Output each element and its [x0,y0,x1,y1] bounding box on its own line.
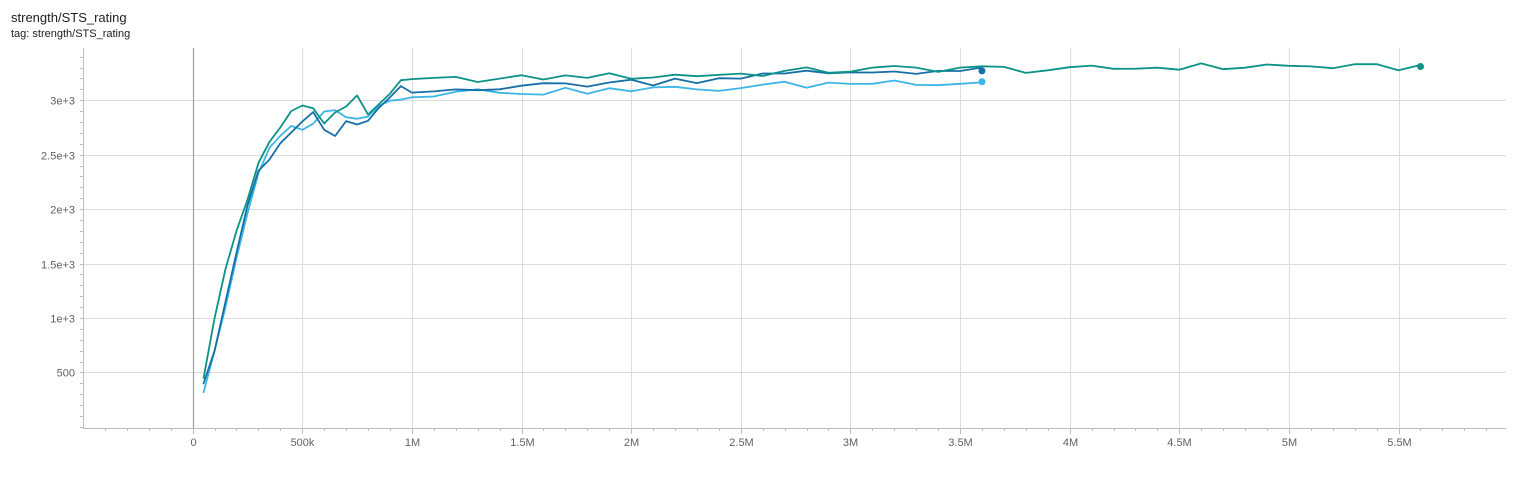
x-tick-label: 5M [1282,437,1297,449]
series-endpoint-2 [978,78,986,86]
x-tick-label: 4M [1063,437,1078,449]
series-line-1 [202,66,983,385]
x-tick-label: 3M [843,437,858,449]
series-group [202,62,1424,394]
x-tick-label: 5.5M [1387,437,1411,449]
grid-lines [83,48,1506,428]
x-tick-label: 2.5M [729,437,753,449]
chart-title: strength/STS_rating [11,10,127,25]
series-line-0 [202,62,1422,379]
chart-tag: tag: strength/STS_rating [11,28,131,40]
x-tick-label: 3.5M [948,437,972,449]
x-tick-label: 500k [291,437,315,449]
series-line-2 [202,79,983,394]
x-tick-label: 0 [190,437,196,449]
axes [80,48,1506,434]
x-tick-label: 4.5M [1167,437,1191,449]
series-endpoint-0 [1416,63,1424,71]
x-tick-label: 1.5M [510,437,534,449]
y-tick-label: 1e+3 [50,314,75,326]
series-endpoint-1 [978,67,986,75]
y-tick-label: 2.5e+3 [41,151,75,163]
x-tick-label: 2M [624,437,639,449]
y-tick-label: 2e+3 [50,205,75,217]
chart-header: strength/STS_rating tag: strength/STS_ra… [11,9,130,41]
y-tick-label: 1.5e+3 [41,260,75,272]
tick-labels: 500 1e+3 1.5e+3 2e+3 2.5e+3 3e+3 0 500k 1M 1.5M 2M… [41,96,1412,450]
y-tick-label: 3e+3 [50,96,75,108]
y-tick-label: 500 [57,368,75,380]
x-tick-label: 1M [405,437,420,449]
